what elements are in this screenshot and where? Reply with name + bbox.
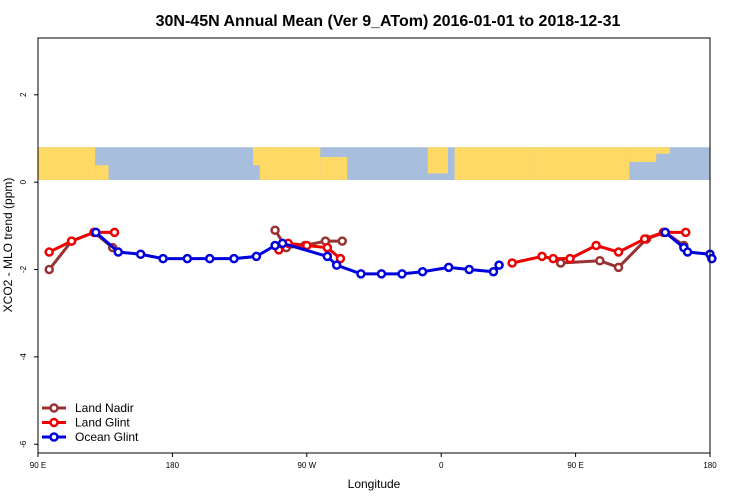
plot-frame [37,37,711,454]
data-point [251,251,262,262]
y-tick-label: -6 [19,440,28,448]
x-axis: 90 E 180 90 W 0 90 E 180 [30,453,717,470]
data-point [356,269,366,279]
data-point [682,247,693,257]
data-point [331,260,342,270]
x-tick-label: 90 E [567,461,583,470]
data-point [302,240,312,251]
data-point [397,269,407,279]
data-point [109,227,120,238]
legend-label: Land Nadir [75,401,134,415]
data-point [555,258,566,268]
data-point [44,247,54,257]
x-axis-label: Longitude [348,477,401,491]
data-point [707,253,717,264]
data-point [507,258,517,268]
data-point [335,253,346,264]
land-mass [259,147,321,180]
data-point [270,225,280,235]
data-point [322,242,333,253]
data-point [204,253,215,264]
data-point [488,266,499,277]
data-point [91,227,101,238]
legend-item: Land Glint [42,416,130,430]
legend-label: Ocean Glint [75,430,139,444]
data-point [44,264,54,275]
data-point [548,253,558,264]
world-map-band [38,147,710,180]
y-tick-label: -2 [19,265,28,273]
x-tick-label: 0 [439,461,444,470]
data-point [613,247,624,257]
data-point [537,251,547,262]
legend-item: Ocean Glint [42,430,139,444]
chart-title: 30N-45N Annual Mean (Ver 9_ATom) 2016-01… [156,13,621,30]
data-point [591,240,601,251]
land-mass [528,147,630,180]
y-tick-label: 2 [19,92,28,97]
x-tick-label: 180 [703,461,717,470]
land-mass [95,165,109,180]
data-point [66,236,77,246]
series-layer [44,225,717,279]
y-tick-label: 0 [19,179,28,184]
data-point [613,262,624,273]
series-line [94,231,501,276]
land-mass [320,157,348,180]
data-point [417,266,428,277]
y-axis-label: XCO2 - MLO trend (ppm) [1,178,15,313]
data-point [158,253,168,264]
land-mass [427,147,448,174]
land-mass [454,147,529,180]
data-point [277,238,288,249]
data-point [182,253,193,264]
data-point [660,227,670,238]
data-point [639,234,650,244]
legend-marker [49,432,59,442]
data-point [337,236,348,246]
y-axis: 2 0 -2 -4 -6 [19,92,38,448]
data-point [680,227,691,238]
legend-item: Land Nadir [42,401,134,415]
land-mass [656,147,670,154]
x-tick-label: 90 E [30,461,46,470]
data-point [113,247,124,257]
data-point [229,253,239,264]
x-tick-label: 90 W [297,461,316,470]
legend-marker [49,417,59,428]
data-point [595,256,605,266]
data-point [376,269,387,279]
legend-label: Land Glint [75,416,130,430]
series-line [48,230,115,254]
x-tick-label: 180 [166,461,180,470]
data-point [464,264,474,275]
land-mass [38,147,96,180]
series-ocean-glint [91,227,717,279]
data-point [322,251,333,262]
land-mass [629,147,657,162]
data-point [494,260,504,270]
data-point [135,249,146,259]
data-point [443,262,454,273]
y-tick-label: -4 [19,353,28,361]
legend-marker [49,403,59,413]
data-point [270,240,280,251]
data-point [565,253,575,264]
